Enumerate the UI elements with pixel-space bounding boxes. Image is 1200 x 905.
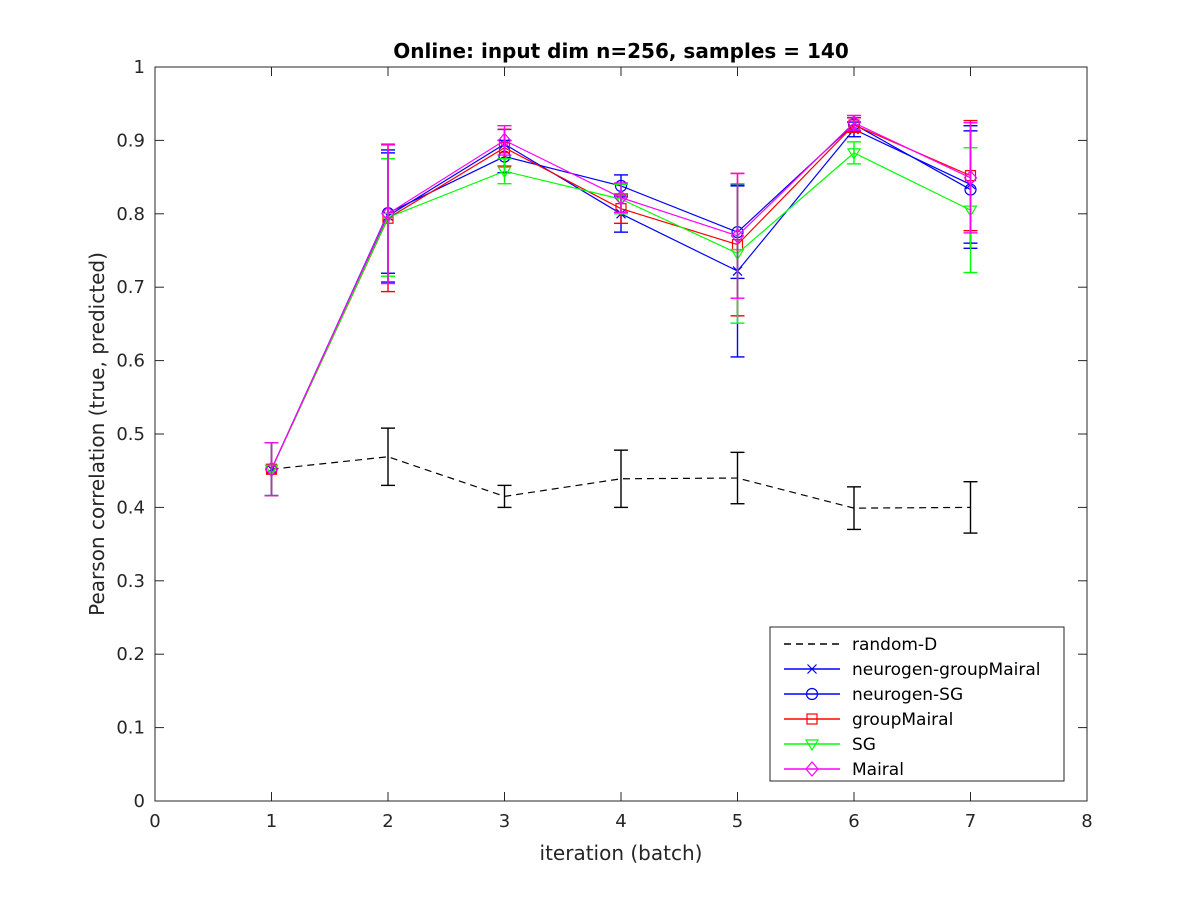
error-bar-0-5 bbox=[847, 486, 861, 531]
legend-label-1: neurogen-groupMairal bbox=[852, 660, 1041, 680]
chart-title: Online: input dim n=256, samples = 140 bbox=[393, 39, 848, 63]
y-tick-label-3: 0.3 bbox=[116, 571, 145, 592]
error-bar-0-4 bbox=[730, 451, 745, 505]
axes-layer: 0 1 2 3 4 5 6 7 8 0 0.1 0.2 0.3 0.4 0.5 0.6 0.7 0.8 0.9 1 bbox=[116, 57, 1092, 832]
legend-item-2: neurogen-SG bbox=[784, 685, 963, 705]
x-tick-label-5: 5 bbox=[732, 811, 743, 832]
x-tick-label-2: 2 bbox=[382, 811, 393, 832]
y-tick-label-5: 0.5 bbox=[116, 424, 145, 445]
y-tick-label-2: 0.2 bbox=[116, 644, 145, 665]
legend: random-D neurogen-groupMairal neurogen-SG g… bbox=[769, 626, 1065, 782]
y-axis-label: Pearson correlation (true, predicted) bbox=[85, 252, 109, 616]
data-point-4-2 bbox=[497, 166, 512, 179]
x-tick-label-7: 7 bbox=[965, 811, 976, 832]
x-tick-label-0: 0 bbox=[149, 811, 160, 832]
x-tick-label-1: 1 bbox=[266, 811, 277, 832]
error-bar-5-3 bbox=[614, 182, 628, 214]
data-point-5-1 bbox=[381, 205, 395, 222]
x-tick-label-3: 3 bbox=[499, 811, 510, 832]
error-bar-5-4 bbox=[730, 172, 745, 299]
y-tick-label-9: 0.9 bbox=[116, 130, 145, 151]
error-bar-0-3 bbox=[614, 449, 628, 509]
legend-item-4: SG bbox=[784, 735, 876, 755]
series-0 bbox=[264, 427, 978, 534]
data-point-5-4 bbox=[730, 227, 745, 244]
data-point-4-5 bbox=[846, 148, 862, 161]
legend-item-5: Mairal bbox=[784, 760, 904, 780]
legend-marker-3 bbox=[806, 713, 818, 725]
legend-marker-4 bbox=[804, 739, 820, 752]
y-tick-label-0: 0 bbox=[134, 791, 145, 812]
data-point-5-0 bbox=[264, 461, 279, 478]
error-bar-4-5 bbox=[847, 141, 861, 165]
error-bar-5-0 bbox=[264, 442, 279, 497]
y-tick-label-1: 0.1 bbox=[116, 718, 145, 739]
legend-item-3: groupMairal bbox=[784, 710, 953, 730]
x-tick-label-4: 4 bbox=[615, 811, 626, 832]
error-bar-5-6 bbox=[963, 122, 978, 234]
data-point-5-2 bbox=[497, 132, 512, 149]
data-point-5-3 bbox=[614, 189, 628, 206]
legend-marker-1-stroke-b bbox=[807, 664, 817, 674]
y-tick-label-4: 0.4 bbox=[116, 497, 145, 518]
error-bar-5-2 bbox=[497, 125, 512, 156]
series-5 bbox=[264, 114, 978, 497]
y-tick-label-8: 0.8 bbox=[116, 204, 145, 225]
legend-box bbox=[769, 626, 1065, 782]
legend-label-5: Mairal bbox=[852, 760, 904, 780]
x-axis-label: iteration (batch) bbox=[540, 841, 703, 865]
x-tick-label-8: 8 bbox=[1081, 811, 1092, 832]
legend-marker-1 bbox=[807, 664, 817, 674]
data-point-5-5 bbox=[847, 114, 861, 131]
legend-label-3: groupMairal bbox=[852, 710, 953, 730]
x-tick-label-6: 6 bbox=[848, 811, 859, 832]
y-tick-label-6: 0.6 bbox=[116, 351, 145, 372]
legend-label-2: neurogen-SG bbox=[852, 685, 963, 705]
y-tick-label-10: 1 bbox=[134, 57, 145, 78]
error-bar-0-2 bbox=[497, 484, 512, 509]
series-layer bbox=[264, 114, 978, 534]
error-bar-4-2 bbox=[497, 158, 512, 185]
legend-marker-2 bbox=[805, 687, 819, 701]
error-bar-5-1 bbox=[381, 143, 395, 285]
data-point-5-6 bbox=[963, 169, 978, 186]
legend-marker-5 bbox=[805, 761, 819, 777]
legend-item-1: neurogen-groupMairal bbox=[784, 660, 1041, 680]
y-tick-label-7: 0.7 bbox=[116, 277, 145, 298]
legend-label-4: SG bbox=[852, 735, 876, 755]
error-bar-0-1 bbox=[381, 427, 395, 487]
error-bar-0-6 bbox=[963, 481, 978, 534]
legend-item-0: random-D bbox=[784, 635, 937, 655]
legend-label-0: random-D bbox=[852, 635, 937, 655]
